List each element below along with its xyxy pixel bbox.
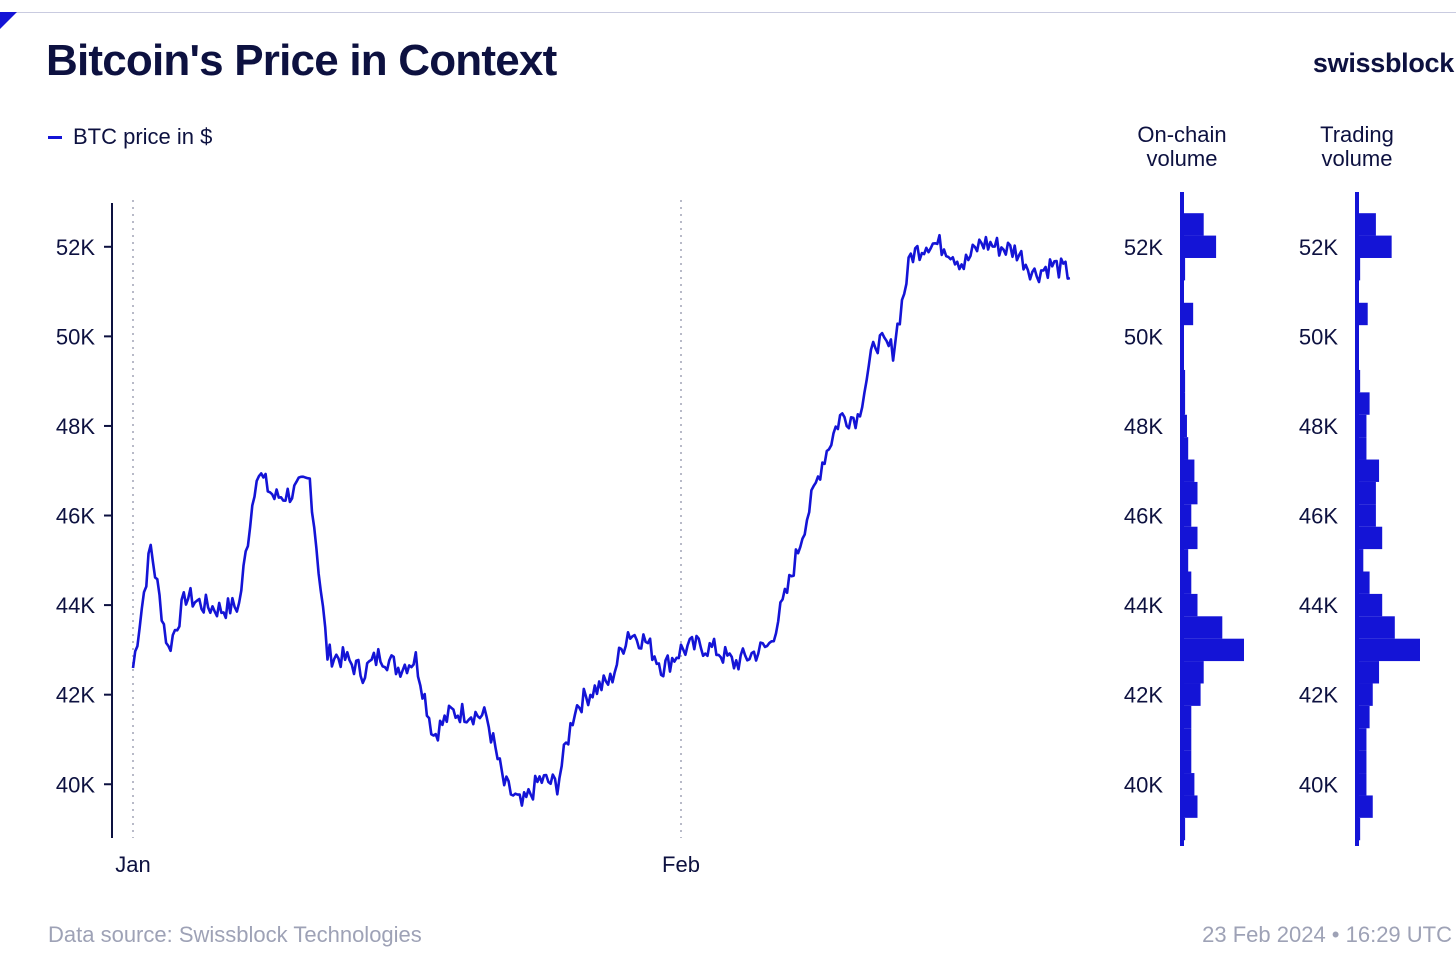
volume-bar	[1182, 773, 1195, 796]
volume-panel-title: On-chain	[1137, 122, 1226, 147]
volume-bar	[1357, 683, 1373, 706]
volume-bar	[1182, 504, 1192, 527]
legend-label: BTC price in $	[73, 124, 213, 149]
y-tick-label: 52K	[56, 235, 95, 260]
volume-bar	[1357, 728, 1367, 751]
volume-y-tick-label: 46K	[1124, 504, 1163, 529]
volume-bar	[1357, 504, 1376, 527]
volume-bar	[1357, 750, 1367, 774]
corner-accent	[0, 12, 17, 29]
volume-bar	[1182, 481, 1198, 505]
chart-title: Bitcoin's Price in Context	[46, 36, 557, 85]
volume-bar	[1182, 571, 1192, 594]
brand-logo: swissblock	[1312, 48, 1454, 78]
y-tick-label: 40K	[56, 772, 95, 797]
volume-bar	[1182, 616, 1223, 639]
y-tick-label: 46K	[56, 504, 95, 529]
volume-bar	[1357, 773, 1367, 796]
volume-bar	[1357, 459, 1380, 482]
volume-y-tick-label: 52K	[1124, 235, 1163, 260]
volume-y-tick-label: 44K	[1124, 593, 1163, 618]
btc-price-line	[131, 233, 1071, 807]
volume-y-tick-label: 52K	[1299, 235, 1338, 260]
volume-bar	[1357, 302, 1368, 326]
top-rule	[0, 12, 1456, 13]
volume-y-tick-label: 42K	[1299, 683, 1338, 708]
volume-bar	[1357, 549, 1364, 572]
y-tick-label: 44K	[56, 593, 95, 618]
volume-bar	[1357, 593, 1383, 617]
volume-bar	[1357, 235, 1392, 258]
y-tick-label: 48K	[56, 414, 95, 439]
volume-bar	[1182, 235, 1217, 258]
volume-bar	[1357, 526, 1383, 550]
y-tick-label: 50K	[56, 324, 95, 349]
volume-y-tick-label: 40K	[1299, 772, 1338, 797]
timestamp: 23 Feb 2024 • 16:29 UTC	[1202, 922, 1452, 947]
x-tick-label: Feb	[662, 852, 700, 877]
volume-bar	[1357, 414, 1367, 438]
volume-bar	[1357, 795, 1373, 818]
volume-bar	[1182, 437, 1189, 460]
volume-bar	[1357, 705, 1370, 729]
y-tick-label: 42K	[56, 683, 95, 708]
volume-y-tick-label: 40K	[1124, 772, 1163, 797]
volume-bar	[1182, 705, 1192, 729]
volume-y-tick-label: 42K	[1124, 683, 1163, 708]
volume-bar	[1182, 459, 1195, 482]
volume-y-tick-label: 44K	[1299, 593, 1338, 618]
volume-bar	[1182, 728, 1192, 751]
volume-panel-title: Trading	[1320, 122, 1394, 147]
x-tick-label: Jan	[115, 852, 150, 877]
volume-bar	[1182, 795, 1198, 818]
legend-swatch	[48, 135, 62, 139]
volume-bar	[1182, 683, 1201, 706]
volume-y-tick-label: 46K	[1299, 504, 1338, 529]
volume-bar	[1182, 526, 1198, 550]
volume-bar	[1357, 213, 1376, 236]
volume-y-tick-label: 48K	[1124, 414, 1163, 439]
volume-bar	[1182, 302, 1194, 326]
volume-panel-title: volume	[1322, 146, 1393, 171]
volume-bar	[1182, 638, 1244, 662]
volume-bar	[1357, 392, 1370, 415]
volume-bar	[1357, 437, 1367, 460]
volume-bar	[1182, 661, 1204, 684]
volume-panel-title: volume	[1147, 146, 1218, 171]
volume-y-tick-label: 48K	[1299, 414, 1338, 439]
legend: BTC price in $	[48, 124, 212, 150]
volume-bar	[1357, 571, 1370, 594]
volume-bar	[1182, 414, 1187, 438]
volume-bar	[1357, 661, 1380, 684]
volume-bar	[1182, 593, 1198, 617]
volume-y-tick-label: 50K	[1299, 324, 1338, 349]
volume-y-tick-label: 50K	[1124, 324, 1163, 349]
volume-bar	[1357, 638, 1420, 662]
volume-bar	[1182, 213, 1204, 236]
data-source: Data source: Swissblock Technologies	[48, 922, 422, 947]
volume-bar	[1357, 481, 1376, 505]
volume-bar	[1182, 549, 1189, 572]
volume-bar	[1357, 616, 1395, 639]
volume-bar	[1182, 750, 1192, 774]
